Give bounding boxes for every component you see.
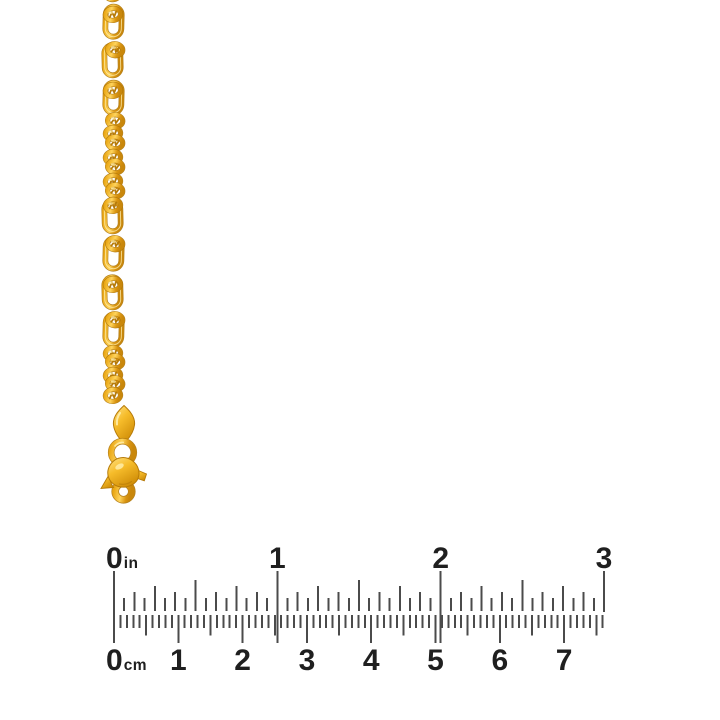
svg-text:3: 3 xyxy=(299,644,316,677)
clasp-body xyxy=(107,457,140,488)
svg-text:2: 2 xyxy=(432,542,449,575)
cm-tick-marks xyxy=(119,615,604,643)
svg-text:6: 6 xyxy=(491,644,508,677)
svg-text:0in: 0in xyxy=(106,542,138,575)
svg-text:1: 1 xyxy=(269,542,286,575)
svg-text:5: 5 xyxy=(427,644,444,677)
svg-text:7: 7 xyxy=(556,644,573,677)
svg-text:0cm: 0cm xyxy=(106,644,147,677)
cm-scale-labels: 0cm 1 2 3 4 5 6 7 xyxy=(106,644,572,677)
svg-text:3: 3 xyxy=(596,542,613,575)
svg-text:1: 1 xyxy=(170,644,187,677)
lobster-clasp xyxy=(100,457,148,504)
svg-text:4: 4 xyxy=(363,644,380,677)
inch-scale-labels: 0in 1 2 3 xyxy=(106,542,612,575)
svg-text:2: 2 xyxy=(234,644,251,677)
inch-tick-marks xyxy=(113,571,605,643)
